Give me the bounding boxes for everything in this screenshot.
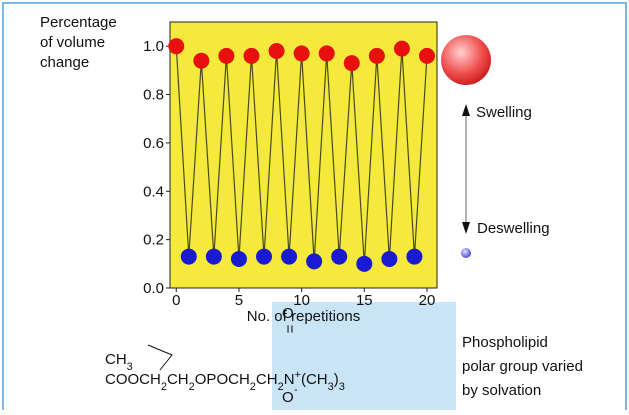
point xyxy=(206,249,222,265)
point xyxy=(281,249,297,265)
point xyxy=(331,249,347,265)
y-tick-label: 0.8 xyxy=(143,87,164,104)
x-tick-label: 20 xyxy=(419,292,436,309)
x-tick-label: 10 xyxy=(293,292,310,309)
y-tick-label: 0.2 xyxy=(143,232,164,249)
figure: Swelling Deswelling Phospholipid polar g… xyxy=(0,0,629,410)
point xyxy=(319,45,335,61)
arrow-head xyxy=(462,104,470,116)
atom: O xyxy=(282,389,294,406)
y-tick-label: 0.4 xyxy=(143,183,164,200)
point xyxy=(369,48,385,64)
y-axis-label: Percentage xyxy=(40,14,117,31)
point xyxy=(344,55,360,71)
formula-part: (CH xyxy=(301,371,328,388)
y-tick-label: 0.6 xyxy=(143,135,164,152)
point xyxy=(243,48,259,64)
point xyxy=(406,249,422,265)
swelling-label: Swelling xyxy=(476,104,532,121)
point xyxy=(256,249,272,265)
note: by solvation xyxy=(462,382,541,399)
point xyxy=(193,53,209,69)
bond xyxy=(148,345,172,370)
note: Phospholipid xyxy=(462,334,548,351)
note: polar group varied xyxy=(462,358,583,375)
formula-part: CH xyxy=(167,371,189,388)
point xyxy=(381,251,397,267)
y-tick-label: 1.0 xyxy=(143,38,164,55)
formula-part: CH xyxy=(256,371,278,388)
point xyxy=(181,249,197,265)
arrow-head xyxy=(462,222,470,234)
point xyxy=(218,48,234,64)
x-tick-label: 15 xyxy=(356,292,373,309)
swollen-sphere xyxy=(441,35,491,85)
point xyxy=(231,251,247,267)
plot-area xyxy=(170,22,437,288)
formula-part: OPOCH xyxy=(195,371,250,388)
formula-part: 3 xyxy=(339,381,345,393)
point xyxy=(294,45,310,61)
y-axis-label: of volume xyxy=(40,34,105,51)
shrunk-sphere xyxy=(461,248,471,258)
point xyxy=(356,256,372,272)
formula-part: N xyxy=(284,371,295,388)
point xyxy=(269,43,285,59)
y-tick-label: 0.0 xyxy=(143,280,164,297)
x-tick-label: 0 xyxy=(172,292,180,309)
x-tick-label: 5 xyxy=(235,292,243,309)
deswelling-label: Deswelling xyxy=(477,220,550,237)
charge: - xyxy=(294,384,298,396)
y-axis-label: change xyxy=(40,54,89,71)
point xyxy=(394,41,410,57)
bond: = xyxy=(281,325,298,334)
formula-part: CH xyxy=(105,351,127,368)
formula-part: COOCH xyxy=(105,371,161,388)
point xyxy=(168,38,184,54)
x-axis-label: No. of repetitions xyxy=(247,308,360,325)
formula-line: CH3 xyxy=(105,351,133,373)
point xyxy=(419,48,435,64)
point xyxy=(306,253,322,269)
